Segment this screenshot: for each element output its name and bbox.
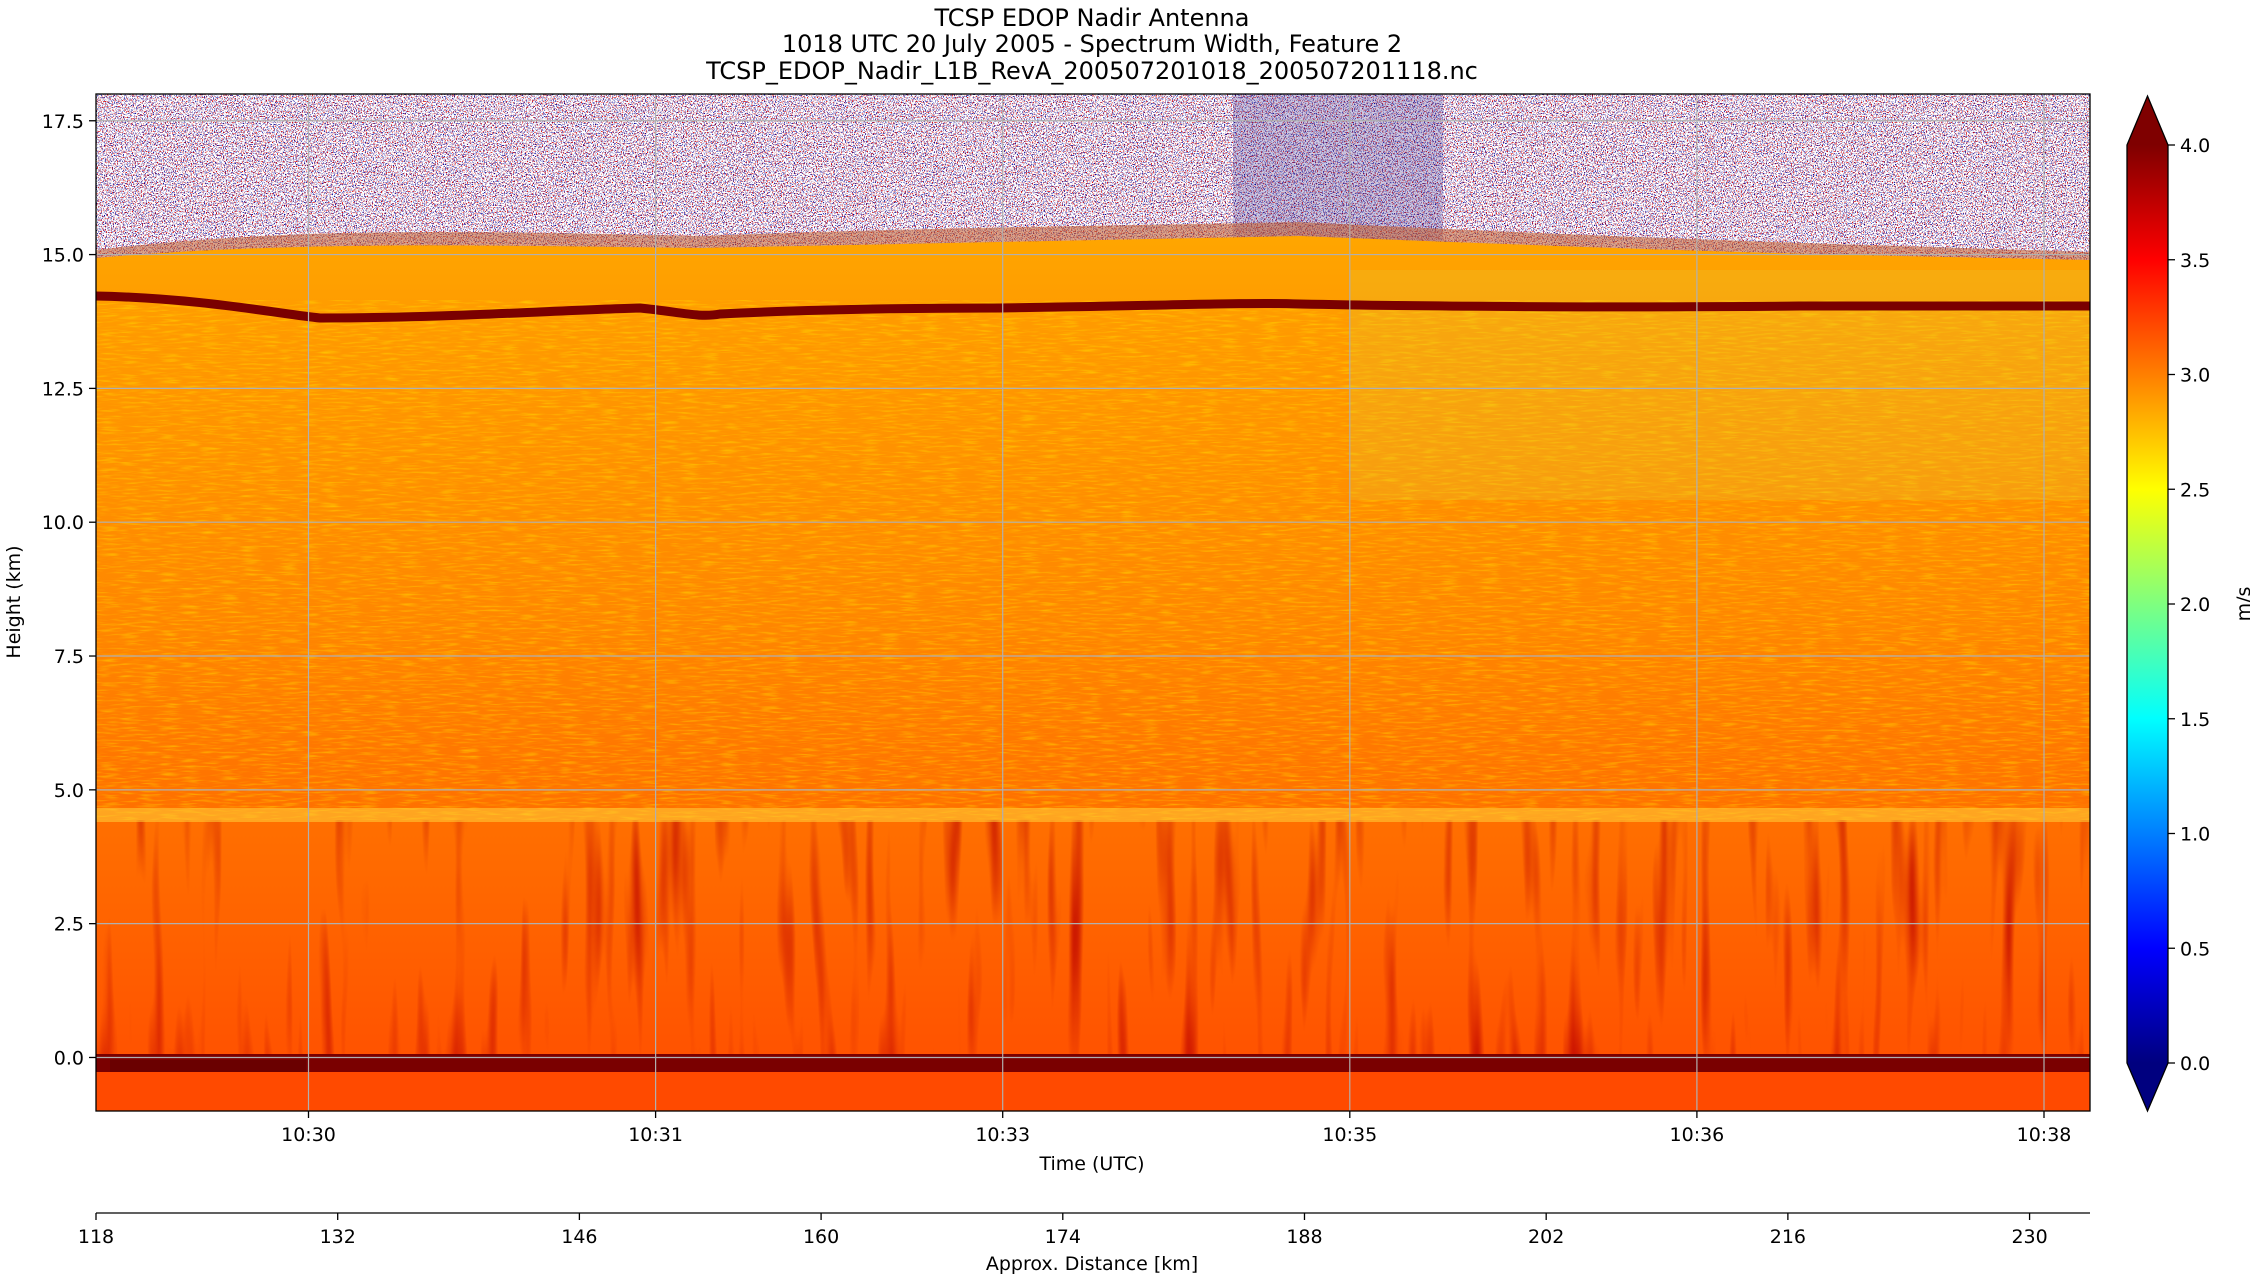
colorbar-extend-max xyxy=(2127,96,2168,145)
surface-band xyxy=(96,1054,2090,1072)
x-tick-label: 10:30 xyxy=(281,1124,336,1146)
x-tick-label: 10:31 xyxy=(628,1124,683,1146)
colorbar-extend-min xyxy=(2127,1063,2168,1111)
distance-tick-label: 160 xyxy=(803,1226,839,1248)
distance-axis-ticks: 118 132 146 160 174 188 202 216 230 xyxy=(78,1213,2048,1248)
distance-tick-label: 216 xyxy=(1770,1226,1806,1248)
x-gridlines xyxy=(307,94,2045,1111)
plot-frame xyxy=(95,93,2091,1112)
colorbar-tick-label: 3.5 xyxy=(2180,250,2210,272)
x-tick-label: 10:36 xyxy=(1670,1124,1725,1146)
x-tick-label: 10:33 xyxy=(975,1124,1030,1146)
distance-tick-label: 188 xyxy=(1286,1226,1322,1248)
y-tick-label: 17.5 xyxy=(42,111,84,133)
distance-tick-label: 202 xyxy=(1528,1226,1564,1248)
distance-tick-label: 132 xyxy=(320,1226,356,1248)
colorbar-tick-label: 1.5 xyxy=(2180,709,2210,731)
y-tick-label: 0.0 xyxy=(54,1047,84,1069)
colorbar-gradient xyxy=(2127,145,2168,1063)
distance-tick-label: 118 xyxy=(78,1226,114,1248)
below-surface-echo xyxy=(96,1072,2090,1111)
y-axis-label: Height (km) xyxy=(3,545,25,658)
y-tick-label: 7.5 xyxy=(54,646,84,668)
upper-echo-texture xyxy=(96,300,2090,820)
colorbar-tick-label: 2.0 xyxy=(2180,594,2210,616)
spectrum-width-heatmap xyxy=(96,94,2090,1111)
colorbar-tick-label: 0.0 xyxy=(2180,1053,2210,1075)
distance-tick-label: 146 xyxy=(561,1226,597,1248)
distance-tick-label: 174 xyxy=(1045,1226,1081,1248)
bright-band xyxy=(96,808,2090,822)
echo-top-dark-band xyxy=(96,291,2090,323)
colorbar-label: m/s xyxy=(2233,587,2250,622)
colorbar-tick-label: 4.0 xyxy=(2180,135,2210,157)
y-gridlines xyxy=(96,120,2090,1059)
y-tick-label: 15.0 xyxy=(42,245,84,267)
title-line-1: TCSP EDOP Nadir Antenna xyxy=(934,4,1250,32)
y-tick-label: 2.5 xyxy=(54,914,84,936)
colorbar-tick-label: 2.5 xyxy=(2180,479,2210,501)
distance-axis-label: Approx. Distance [km] xyxy=(986,1253,1198,1275)
colorbar-tick-label: 3.0 xyxy=(2180,365,2210,387)
y-axis-ticks: 0.0 2.5 5.0 7.5 10.0 12.5 15.0 17.5 xyxy=(42,111,96,1069)
noise-dense-block xyxy=(1233,94,1443,244)
y-tick-label: 5.0 xyxy=(54,780,84,802)
colorbar-tick-label: 1.0 xyxy=(2180,824,2210,846)
title-line-2: 1018 UTC 20 July 2005 - Spectrum Width, … xyxy=(782,30,1402,58)
colorbar: 0.0 0.5 1.0 1.5 2.0 2.5 3.0 3.5 4.0 m/s xyxy=(2126,94,2250,1113)
x-axis-ticks: 10:30 10:31 10:33 10:35 10:36 10:38 xyxy=(281,1111,2071,1146)
x-tick-label: 10:35 xyxy=(1322,1124,1377,1146)
colorbar-ticks: 0.0 0.5 1.0 1.5 2.0 2.5 3.0 3.5 4.0 xyxy=(2168,135,2210,1075)
chart-title: TCSP EDOP Nadir Antenna 1018 UTC 20 July… xyxy=(705,4,1478,85)
y-tick-label: 12.5 xyxy=(42,378,84,400)
title-line-3: TCSP_EDOP_Nadir_L1B_RevA_200507201018_20… xyxy=(705,57,1478,85)
distance-tick-label: 230 xyxy=(2011,1226,2047,1248)
y-tick-label: 10.0 xyxy=(42,512,84,534)
x-tick-label: 10:38 xyxy=(2017,1124,2072,1146)
colorbar-tick-label: 0.5 xyxy=(2180,938,2210,960)
x-axis-label: Time (UTC) xyxy=(1038,1153,1144,1175)
